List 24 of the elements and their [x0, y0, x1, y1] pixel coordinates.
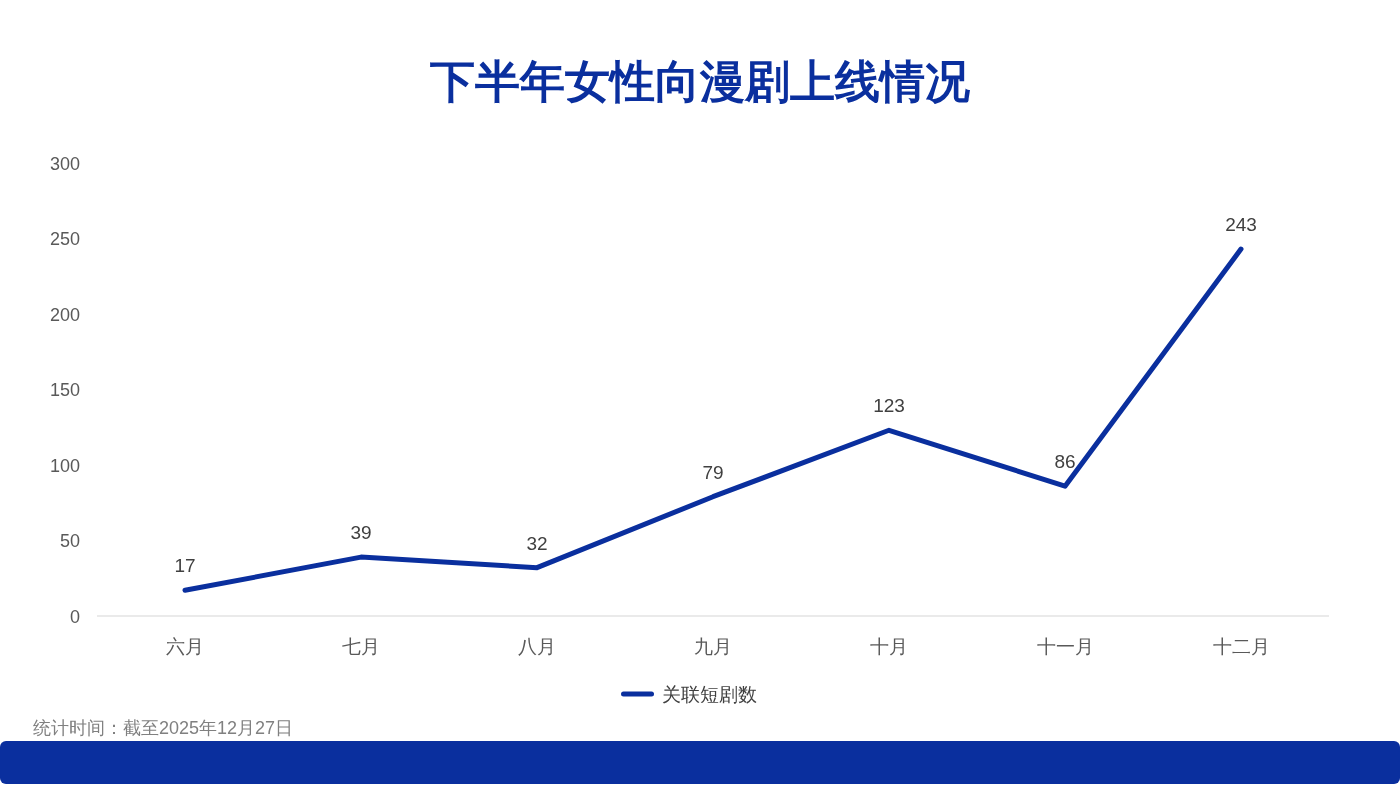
- y-tick-label: 0: [70, 606, 80, 627]
- x-tick-label: 十月: [870, 636, 908, 657]
- x-tick-label: 九月: [694, 636, 732, 657]
- title: 下半年女性向漫剧上线情况: [430, 56, 970, 107]
- data-label: 17: [174, 555, 196, 577]
- data-label: 123: [873, 395, 905, 417]
- data-label: 86: [1054, 451, 1076, 473]
- legend-label: 关联短剧数: [661, 684, 757, 705]
- x-tick-label: 十二月: [1212, 636, 1270, 657]
- x-tick-label: 六月: [166, 636, 204, 657]
- y-tick-label: 100: [49, 455, 80, 476]
- data-label: 39: [350, 522, 372, 544]
- data-label: 79: [702, 461, 724, 483]
- data-label: 32: [526, 532, 548, 554]
- y-tick-label: 50: [59, 531, 80, 551]
- x-tick-label: 七月: [342, 636, 380, 657]
- x-tick-label: 八月: [518, 636, 556, 657]
- y-tick-label: 250: [49, 229, 80, 249]
- x-tick-label: 十一月: [1036, 636, 1094, 657]
- y-tick-label: 200: [49, 304, 80, 325]
- data-label: 243: [1225, 214, 1257, 236]
- y-tick-label: 300: [49, 153, 80, 174]
- annotation: 统计时间：截至2025年12月27日: [33, 718, 294, 738]
- y-tick-label: 150: [49, 380, 80, 400]
